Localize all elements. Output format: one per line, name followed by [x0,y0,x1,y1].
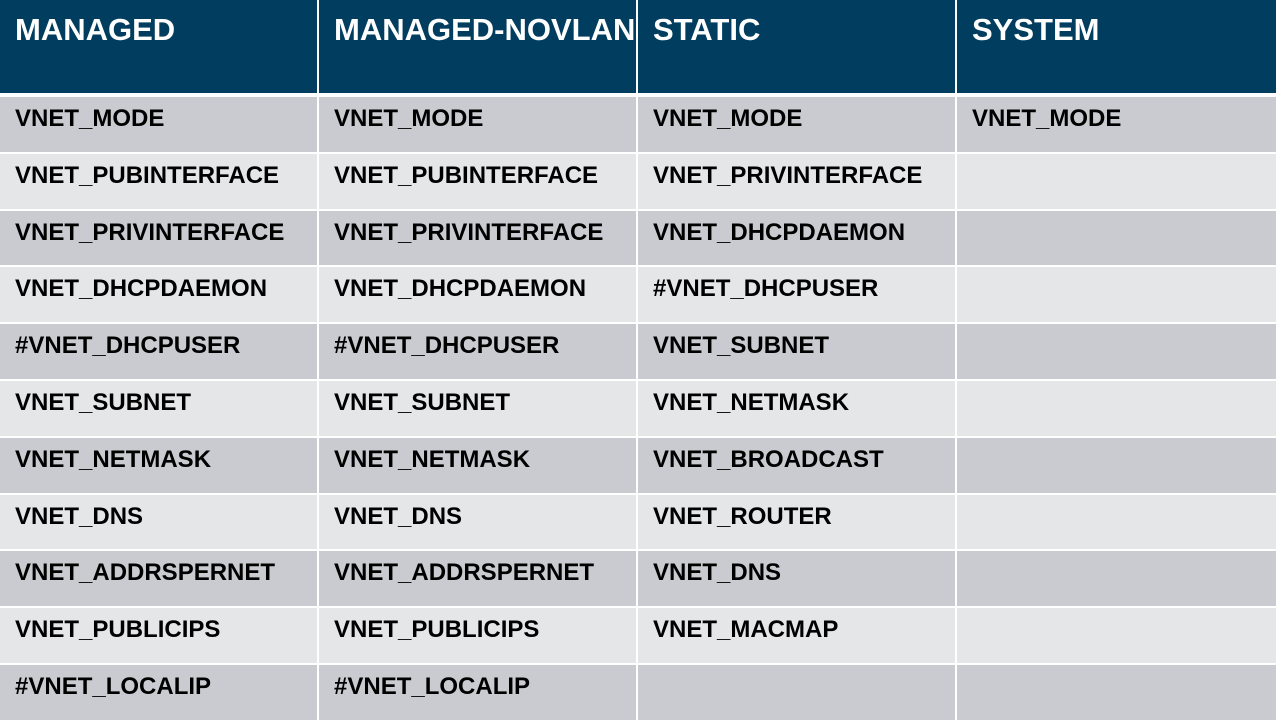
table-cell: VNET_MODE [638,97,957,154]
table-cell: VNET_MODE [319,97,638,154]
table-cell: #VNET_DHCPUSER [319,324,638,381]
table-cell: VNET_PUBINTERFACE [0,153,319,211]
table-cell: VNET_PRIVINTERFACE [319,210,638,268]
table-cell [957,437,1276,495]
table-cell [957,210,1276,268]
header-managed: MANAGED [0,0,319,97]
table-cell: VNET_DNS [319,494,638,552]
header-managed-novlan: MANAGED-NOVLAN [319,0,638,97]
table-cell: VNET_PRIVINTERFACE [0,210,319,268]
table-cell: VNET_SUBNET [638,324,957,381]
table-cell: VNET_SUBNET [0,380,319,438]
table-cell: VNET_DNS [638,551,957,609]
table-cell: VNET_PUBLICIPS [0,608,319,665]
table-cell: VNET_DHCPDAEMON [319,267,638,325]
table-cell: #VNET_DHCPUSER [0,324,319,381]
table-cell [957,664,1276,722]
table-cell: VNET_ADDRSPERNET [319,551,638,609]
table-cell: VNET_ROUTER [638,494,957,552]
table-cell: VNET_NETMASK [319,437,638,495]
table-cell: VNET_NETMASK [638,380,957,438]
table-cell: VNET_DHCPDAEMON [638,210,957,268]
table-cell: VNET_ADDRSPERNET [0,551,319,609]
table-cell: VNET_MACMAP [638,608,957,665]
table-cell [638,664,957,722]
table-cell: #VNET_LOCALIP [0,664,319,722]
table-cell [957,153,1276,211]
table-cell [957,324,1276,381]
table-cell: VNET_DHCPDAEMON [0,267,319,325]
table-cell: VNET_DNS [0,494,319,552]
table-cell [957,267,1276,325]
header-system: SYSTEM [957,0,1276,97]
table-cell: VNET_BROADCAST [638,437,957,495]
table-cell [957,608,1276,665]
table-cell [957,551,1276,609]
table-cell: VNET_MODE [0,97,319,154]
table-cell: #VNET_LOCALIP [319,664,638,722]
table-cell [957,380,1276,438]
table-cell: VNET_MODE [957,97,1276,154]
table-cell: #VNET_DHCPUSER [638,267,957,325]
table-cell: VNET_SUBNET [319,380,638,438]
table-cell: VNET_PRIVINTERFACE [638,153,957,211]
table-cell: VNET_PUBLICIPS [319,608,638,665]
table-cell: VNET_NETMASK [0,437,319,495]
table-cell [957,494,1276,552]
header-static: STATIC [638,0,957,97]
table-cell: VNET_PUBINTERFACE [319,153,638,211]
